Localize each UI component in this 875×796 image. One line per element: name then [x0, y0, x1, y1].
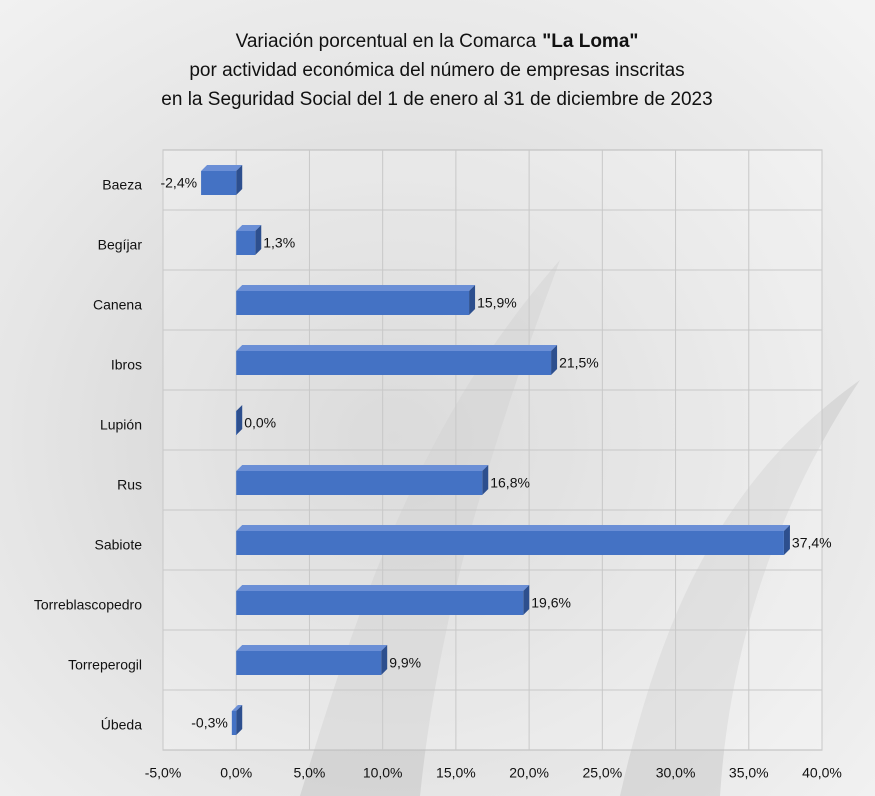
bar-top — [236, 585, 530, 591]
bar-side — [551, 345, 558, 375]
bar — [201, 171, 237, 195]
background-leaf — [620, 380, 860, 796]
bar — [236, 531, 784, 555]
bar-side — [236, 165, 243, 195]
y-tick-label: Torreblascopedro — [34, 597, 142, 613]
y-tick-label: Ibros — [111, 357, 142, 373]
chart-title: en la Seguridad Social del 1 de enero al… — [161, 89, 712, 110]
bar-top — [231, 705, 243, 711]
bar — [236, 471, 483, 495]
value-label: 1,3% — [263, 235, 295, 251]
y-tick-label: Begíjar — [98, 237, 143, 253]
chart-title: por actividad económica del número de em… — [189, 60, 684, 81]
bar — [236, 351, 552, 375]
bar — [231, 711, 237, 735]
bar — [236, 411, 237, 435]
value-label: 21,5% — [559, 355, 599, 371]
bar — [236, 651, 382, 675]
x-tick-label: 30,0% — [656, 765, 696, 781]
value-label: 19,6% — [531, 595, 571, 611]
bar-top — [236, 645, 388, 651]
bar-top — [236, 225, 262, 231]
value-label: -0,3% — [191, 715, 228, 731]
value-label: 16,8% — [490, 475, 530, 491]
bar — [236, 591, 524, 615]
bar-side — [469, 285, 476, 315]
x-tick-label: 10,0% — [363, 765, 403, 781]
value-label: 9,9% — [389, 655, 421, 671]
x-tick-label: 40,0% — [802, 765, 842, 781]
y-tick-label: Torreperogil — [68, 657, 142, 673]
x-tick-label: 25,0% — [582, 765, 622, 781]
bar-top — [236, 525, 790, 531]
bar — [236, 231, 256, 255]
x-tick-label: 15,0% — [436, 765, 476, 781]
bar-side — [236, 405, 243, 435]
chart-title: Variación porcentual en la Comarca "La Lo… — [236, 31, 639, 52]
bar — [236, 291, 470, 315]
bar-side — [255, 225, 262, 255]
bar-side — [482, 465, 489, 495]
bar-side — [381, 645, 388, 675]
y-tick-label: Baeza — [102, 177, 142, 193]
value-label: 15,9% — [477, 295, 517, 311]
x-tick-label: 5,0% — [293, 765, 325, 781]
y-tick-label: Sabiote — [95, 537, 143, 553]
bar-top — [236, 285, 476, 291]
bar-side — [523, 585, 530, 615]
title-bold: "La Loma" — [542, 31, 638, 52]
y-tick-label: Lupión — [100, 417, 142, 433]
x-tick-label: -5,0% — [145, 765, 182, 781]
y-tick-label: Canena — [93, 297, 142, 313]
bar-top — [236, 465, 489, 471]
x-tick-label: 35,0% — [729, 765, 769, 781]
bar-side — [236, 705, 243, 735]
value-label: -2,4% — [160, 175, 197, 191]
bar-side — [783, 525, 790, 555]
title-line: Variación porcentual en la Comarca — [236, 31, 537, 52]
value-label: 0,0% — [244, 415, 276, 431]
bar-top — [236, 345, 558, 351]
y-tick-label: Úbeda — [101, 717, 142, 733]
bar-top — [201, 165, 243, 171]
y-tick-label: Rus — [117, 477, 142, 493]
value-label: 37,4% — [792, 535, 832, 551]
x-tick-label: 0,0% — [220, 765, 252, 781]
x-tick-label: 20,0% — [509, 765, 549, 781]
